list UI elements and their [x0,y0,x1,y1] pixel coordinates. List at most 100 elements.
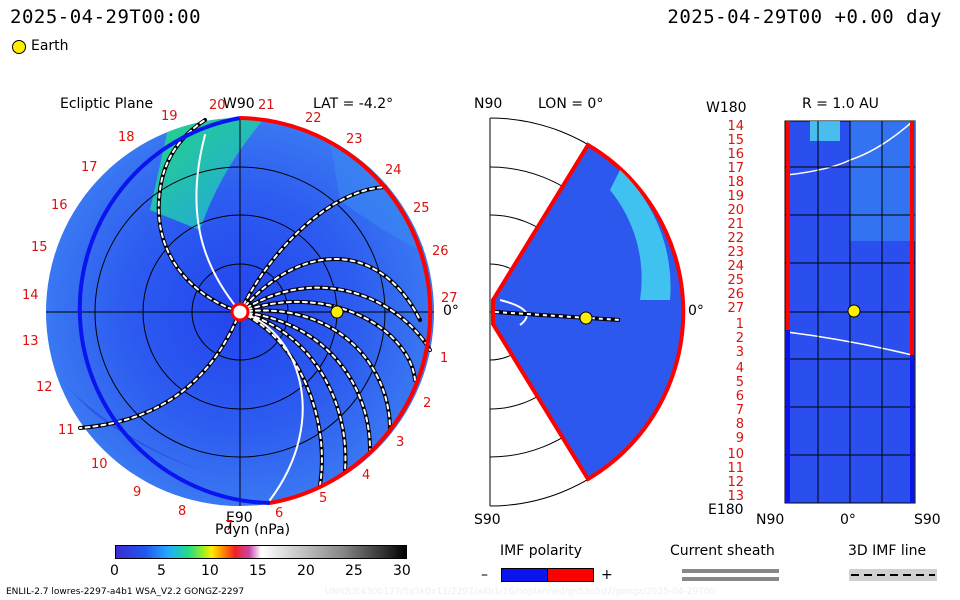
shell-ylabel: 12 [727,475,744,490]
shell-ylabel: 3 [736,345,744,360]
colorbar-tick: 25 [345,563,363,579]
shell-ylabel: 27 [727,301,744,316]
shell-ylabel: 15 [727,133,744,148]
shell-ylabel: 22 [727,231,744,246]
rot-label: 23 [346,132,363,147]
rot-label: 20 [209,98,226,113]
rot-label: 19 [161,109,178,124]
earth-legend-icon [12,40,26,54]
meridional-s90: S90 [474,512,501,528]
shell-ylabel: 21 [727,217,744,232]
imf-polarity-title: IMF polarity [500,543,583,559]
imf-3d-line-icon [849,569,937,581]
earth-marker-shell [847,304,861,318]
rot-label: 13 [22,334,39,349]
rot-label: 21 [258,98,275,113]
shell-ylabel: 20 [727,203,744,218]
rot-label: 7 [225,519,233,534]
shell-ylabel: 4 [736,361,744,376]
shell-ylabel: 9 [736,431,744,446]
colorbar-tick: 20 [297,563,315,579]
imf-plus-label: + [601,567,613,583]
meridional-plot [489,117,686,507]
rot-label: 8 [178,504,186,519]
imf-3d-title: 3D IMF line [848,543,927,559]
footer-right: UNIQUE4300127/5x5k0x11/2297/a4b1/16/nopl… [325,587,716,597]
shell-plot [784,120,916,504]
rot-label: 3 [396,435,404,450]
shell-ylabel: 10 [727,447,744,462]
shell-ylabel: 26 [727,287,744,302]
shell-ylabel: 17 [727,161,744,176]
shell-ylabel: 16 [727,147,744,162]
rot-label: 16 [51,198,68,213]
rot-label: 9 [133,485,141,500]
shell-ylabel: 25 [727,273,744,288]
rot-label: 6 [275,506,283,521]
shell-e180: E180 [708,502,744,518]
colorbar-tick: 0 [110,563,119,579]
shell-ylabel: 8 [736,417,744,432]
rot-label: 11 [58,423,75,438]
shell-ylabel: 24 [727,259,744,274]
imf-negative-swatch [501,568,548,582]
current-sheath-title: Current sheath [670,543,775,559]
shell-ylabel: 11 [727,461,744,476]
meridional-lon: LON = 0° [538,96,604,112]
rot-label: 2 [423,396,431,411]
meridional-n90: N90 [474,96,503,112]
ecliptic-e90: E90 [226,510,253,526]
shell-ylabel: 7 [736,403,744,418]
colorbar-title: Pdyn (nPa) [215,522,291,538]
imf-minus-label: – [481,567,488,583]
rot-label: 10 [91,457,108,472]
ecliptic-rotation-labels: 20 21 22 23 24 25 26 27 1 2 3 4 5 6 7 8 … [22,98,458,534]
ecliptic-zero: 0° [443,303,459,319]
earth-marker-meridional [579,311,593,325]
shell-radius: R = 1.0 AU [802,96,879,112]
ecliptic-w90: W90 [223,96,255,112]
colorbar-tick: 10 [201,563,219,579]
colorbar-tick: 5 [157,563,166,579]
rot-label: 1 [440,351,448,366]
shell-ylabel: 19 [727,189,744,204]
shell-xlabel-zero: 0° [840,512,856,528]
shell-ylabel: 23 [727,245,744,260]
ecliptic-disk [46,116,434,506]
rot-label: 26 [432,244,449,259]
timestamp-left: 2025-04-29T00:00 [10,6,202,28]
rot-label: 4 [362,468,370,483]
shell-ylabels: 14 15 16 17 18 19 20 21 22 23 24 25 26 2… [727,119,744,504]
shell-ylabel: 1 [736,317,744,332]
shell-w180: W180 [706,100,747,116]
shell-ylabel: 18 [727,175,744,190]
shell-xlabel-s90: S90 [914,512,941,528]
shell-ylabel: 13 [727,489,744,504]
shell-ylabel: 6 [736,389,744,404]
rot-label: 14 [22,288,39,303]
colorbar-tick: 30 [393,563,411,579]
rot-label: 22 [305,111,322,126]
rot-label: 24 [385,163,402,178]
earth-legend-label: Earth [31,38,69,54]
rot-label: 5 [319,491,327,506]
rot-label: 17 [81,160,98,175]
shell-ylabel: 2 [736,331,744,346]
meridional-zero: 0° [688,303,704,319]
ecliptic-title: Ecliptic Plane [60,96,154,112]
ecliptic-lat: LAT = -4.2° [313,96,394,112]
rot-label: 12 [36,380,53,395]
rot-label: 27 [441,291,458,306]
shell-ylabel: 14 [727,119,744,134]
rot-label: 15 [31,240,48,255]
colorbar-gradient [115,545,407,559]
footer-left: ENLIL-2.7 lowres-2297-a4b1 WSA_V2.2 GONG… [6,587,245,597]
shell-xlabel-n90: N90 [756,512,785,528]
imf-positive-swatch [547,568,594,582]
rot-label: 18 [118,130,135,145]
shell-ylabel: 5 [736,375,744,390]
timestamp-right: 2025-04-29T00 +0.00 day [667,6,942,28]
colorbar-tick: 15 [249,563,267,579]
current-sheath-line-2 [682,577,779,581]
